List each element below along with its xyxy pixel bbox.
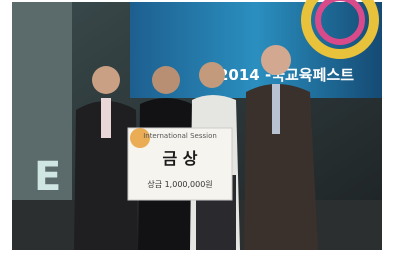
sign-session: International Session bbox=[143, 132, 217, 140]
sign-prize: 상금 1,000,000원 bbox=[147, 179, 212, 189]
award-sign: International Session 금 상 상금 1,000,000원 bbox=[128, 128, 232, 200]
wall-letter: E bbox=[34, 154, 61, 200]
sign-award: 금 상 bbox=[162, 149, 197, 168]
photo: E 2014 -국교육페스트 International Session 금 상… bbox=[0, 0, 394, 254]
